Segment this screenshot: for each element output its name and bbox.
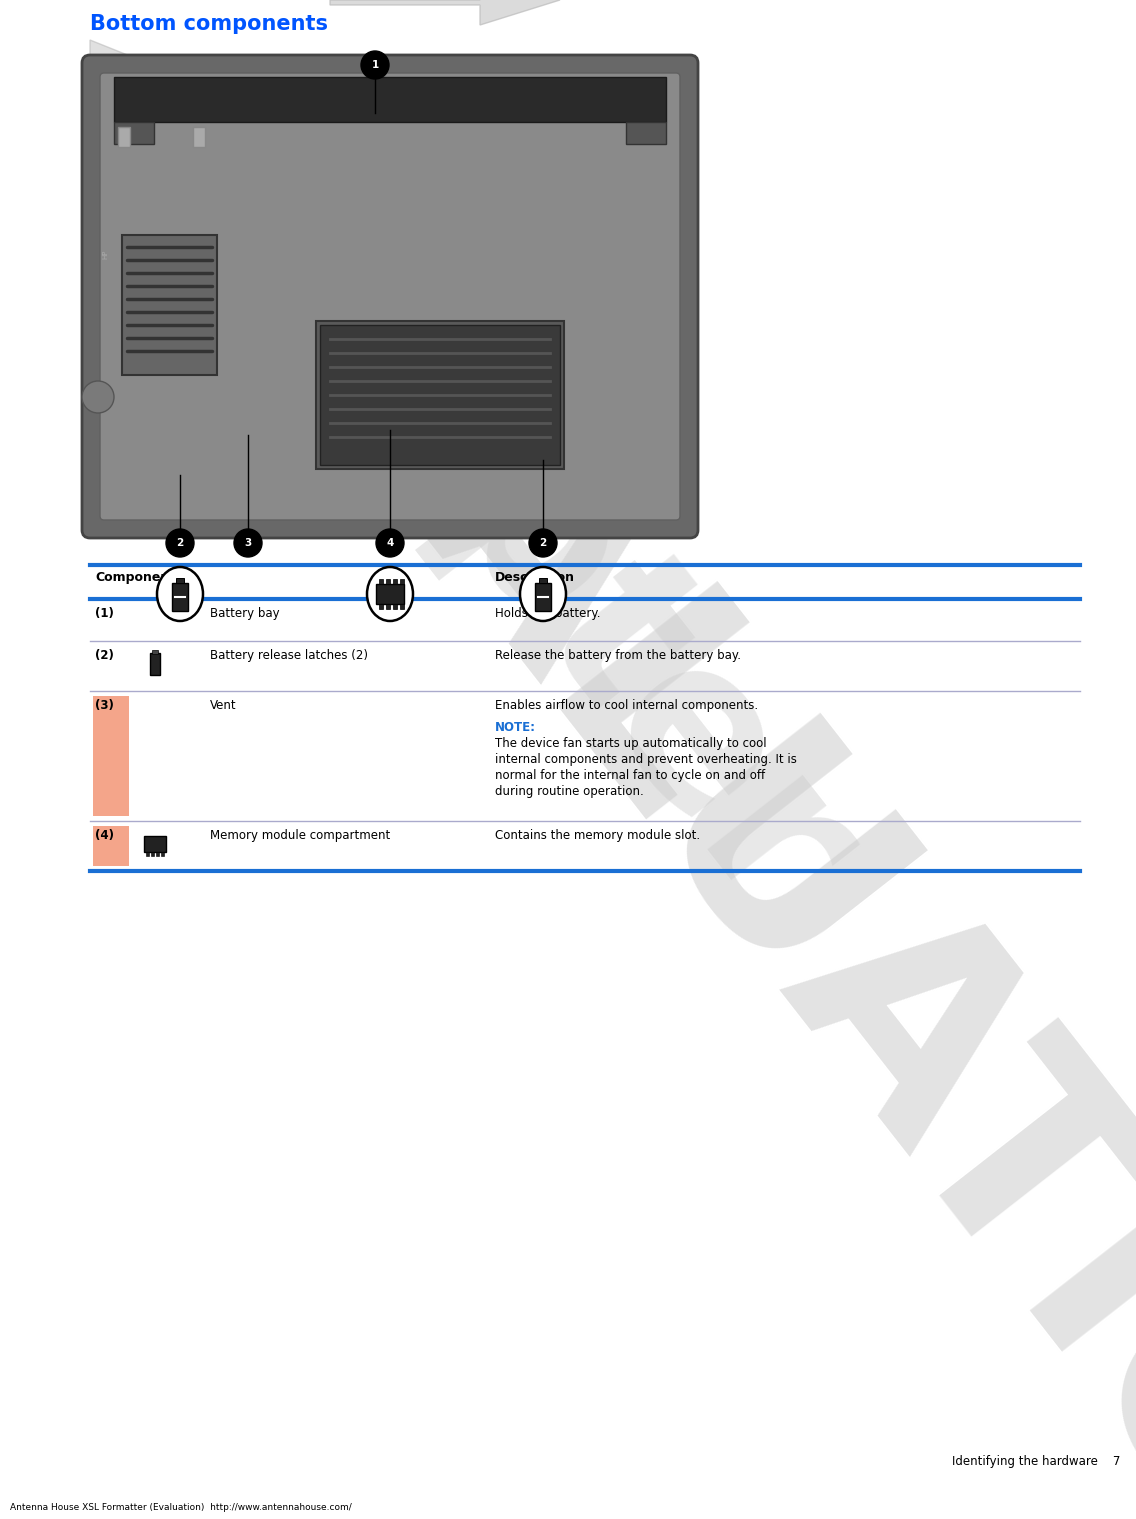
Text: during routine operation.: during routine operation.: [495, 785, 644, 797]
Bar: [161, 852, 164, 857]
Text: EVALUATION: EVALUATION: [116, 102, 1136, 1519]
Bar: [122, 235, 217, 375]
Bar: [386, 605, 390, 609]
Text: Contains the memory module slot.: Contains the memory module slot.: [495, 829, 700, 842]
Text: (2): (2): [95, 649, 114, 662]
Bar: [379, 605, 383, 609]
Bar: [316, 321, 563, 469]
Text: Enables airflow to cool internal components.: Enables airflow to cool internal compone…: [495, 699, 758, 712]
Bar: [626, 122, 666, 144]
Bar: [118, 128, 130, 147]
Text: 3: 3: [244, 538, 252, 548]
Text: internal components and prevent overheating. It is: internal components and prevent overheat…: [495, 753, 796, 766]
Text: Battery release latches (2): Battery release latches (2): [210, 649, 368, 662]
Bar: [151, 852, 154, 857]
Text: Chapter: Chapter: [109, 41, 891, 958]
Polygon shape: [329, 0, 560, 24]
Ellipse shape: [367, 567, 414, 621]
Bar: [193, 128, 204, 147]
Bar: [386, 579, 390, 583]
Text: 4: 4: [386, 538, 394, 548]
Text: NOTE:: NOTE:: [495, 722, 536, 734]
Bar: [400, 605, 404, 609]
Text: normal for the internal fan to cycle on and off: normal for the internal fan to cycle on …: [495, 769, 766, 782]
Bar: [156, 852, 159, 857]
Bar: [147, 852, 149, 857]
Bar: [172, 583, 187, 611]
Ellipse shape: [520, 567, 566, 621]
Circle shape: [166, 529, 194, 557]
Circle shape: [234, 529, 262, 557]
FancyBboxPatch shape: [100, 73, 680, 519]
Text: Vent: Vent: [210, 699, 236, 712]
FancyBboxPatch shape: [82, 55, 698, 538]
Bar: [150, 653, 160, 674]
Circle shape: [361, 52, 389, 79]
Bar: [376, 583, 404, 605]
Bar: [114, 77, 666, 122]
Polygon shape: [90, 39, 165, 109]
Bar: [176, 579, 184, 583]
Bar: [393, 579, 396, 583]
Text: 1: 1: [371, 59, 378, 70]
Text: Bottom components: Bottom components: [90, 14, 328, 33]
Text: Component: Component: [95, 571, 175, 583]
Text: (4): (4): [95, 829, 114, 842]
Text: (3): (3): [95, 699, 114, 712]
Bar: [114, 122, 154, 144]
Bar: [538, 579, 548, 583]
Bar: [379, 579, 383, 583]
Text: Holds the battery.: Holds the battery.: [495, 608, 601, 620]
Ellipse shape: [157, 567, 203, 621]
Bar: [320, 325, 560, 465]
Text: HP: HP: [102, 249, 108, 260]
Bar: [400, 579, 404, 583]
Bar: [144, 835, 166, 852]
Text: Battery bay: Battery bay: [210, 608, 279, 620]
Circle shape: [82, 381, 114, 413]
Bar: [93, 826, 130, 866]
Text: (1): (1): [95, 608, 114, 620]
Bar: [93, 696, 130, 816]
Bar: [535, 583, 551, 611]
Text: 2: 2: [540, 538, 546, 548]
Bar: [152, 650, 158, 655]
Text: Memory module compartment: Memory module compartment: [210, 829, 391, 842]
Text: 2: 2: [176, 538, 184, 548]
Bar: [393, 605, 396, 609]
Circle shape: [376, 529, 404, 557]
Text: The device fan starts up automatically to cool: The device fan starts up automatically t…: [495, 737, 767, 750]
Text: Release the battery from the battery bay.: Release the battery from the battery bay…: [495, 649, 741, 662]
Text: Identifying the hardware    7: Identifying the hardware 7: [952, 1455, 1120, 1467]
Text: Antenna House XSL Formatter (Evaluation)  http://www.antennahouse.com/: Antenna House XSL Formatter (Evaluation)…: [10, 1502, 352, 1511]
Circle shape: [529, 529, 557, 557]
Text: Description: Description: [495, 571, 575, 583]
